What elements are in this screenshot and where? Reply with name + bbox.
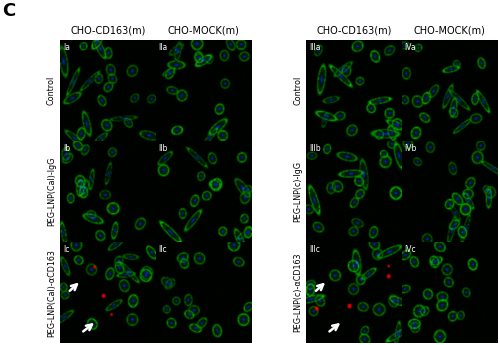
- Text: Control: Control: [47, 76, 56, 105]
- Text: IIb: IIb: [158, 144, 168, 153]
- Text: IVa: IVa: [404, 43, 416, 52]
- Text: PEG-LNP(c)-IgG: PEG-LNP(c)-IgG: [293, 161, 302, 222]
- Text: Ia: Ia: [63, 43, 70, 52]
- Text: PEG-LNP(Cal)-IgG: PEG-LNP(Cal)-IgG: [47, 157, 56, 226]
- Text: IVc: IVc: [404, 245, 416, 254]
- Text: IIc: IIc: [158, 245, 167, 254]
- Text: IIa: IIa: [158, 43, 168, 52]
- Text: CHO-CD163(m): CHO-CD163(m): [316, 26, 392, 36]
- Text: IIIb: IIIb: [309, 144, 320, 153]
- Text: IIIc: IIIc: [309, 245, 320, 254]
- Text: PEG-LNP(c)-αCD163: PEG-LNP(c)-αCD163: [293, 253, 302, 333]
- Text: CHO-MOCK(m): CHO-MOCK(m): [168, 26, 240, 36]
- Text: Control: Control: [293, 76, 302, 105]
- Text: C: C: [2, 2, 15, 20]
- Text: IVb: IVb: [404, 144, 417, 153]
- Text: IIIa: IIIa: [309, 43, 320, 52]
- Text: Ic: Ic: [63, 245, 69, 254]
- Text: CHO-CD163(m): CHO-CD163(m): [70, 26, 146, 36]
- Text: CHO-MOCK(m): CHO-MOCK(m): [414, 26, 486, 36]
- Text: Ib: Ib: [63, 144, 70, 153]
- Text: PEG-LNP(Cal)-αCD163: PEG-LNP(Cal)-αCD163: [47, 249, 56, 337]
